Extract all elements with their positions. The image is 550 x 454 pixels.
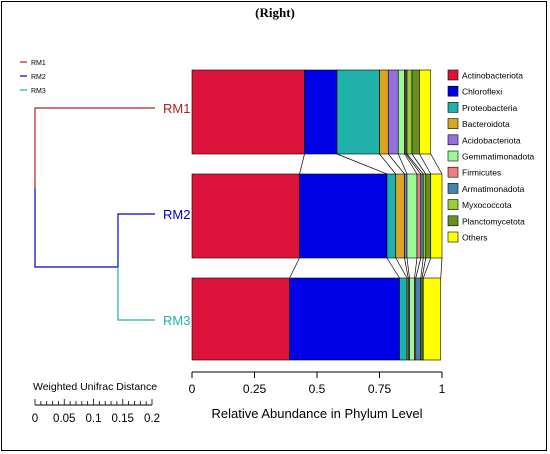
legend-label-proteobacteria: Proteobacteria [462,103,518,113]
bar-segment-rm1-acidobacteriota [387,69,399,155]
distance-scale-tick-label: 0.1 [86,413,102,425]
legend-label-acidobacteriota: Acidobacteriota [462,135,521,145]
segment-connector [404,257,409,279]
dendrogram-branch-rm3 [117,267,155,321]
distance-scale-tick-label: 0 [32,413,38,425]
dendrogram-branch-rm1 [34,107,155,188]
distance-scale-tick-label: 0.15 [112,413,134,425]
legend-label-bacteroidota: Bacteroidota [462,119,510,129]
legend-label-firmicutes: Firmicutes [462,168,501,178]
legend-swatch-actinobacteriota [447,69,459,81]
segment-connector [395,257,408,279]
bar-segment-rm2-bacteroidota [395,173,405,259]
segment-connector [422,257,432,279]
legend-swatch-others [447,231,459,243]
dendrogram-leaf-label-rm2: RM2 [163,207,190,222]
segment-connector [419,153,432,175]
segment-connector [386,257,400,279]
key-label-rm1: RM1 [31,60,46,67]
bar-segment-rm2-others [430,173,443,259]
bar-segment-rm1-actinobacteriota [191,69,305,155]
bar-segment-rm1-myxococcota [406,69,413,155]
segment-connector [379,153,397,175]
segment-connector [420,257,424,279]
legend-swatch-gemmatimonadota [447,150,459,162]
legend-swatch-bacteroidota [447,118,459,129]
bar-segment-rm3-gemmatimonadota [409,277,415,361]
bar-segment-rm2-gemmatimonadota [406,173,418,259]
segment-connector [406,257,410,279]
legend-label-chloroflexi: Chloroflexi [462,87,502,97]
legend-label-myxococcota: Myxococcota [462,200,512,210]
distance-scale-label: Weighted Unifrac Distance [33,381,157,393]
bar-segment-rm2-acidobacteriota [404,173,408,259]
segment-connector [421,257,427,279]
x-tick-label: 0 [189,382,196,396]
legend-swatch-armatimonadota [447,183,459,194]
bar-segment-rm2-chloroflexi [299,173,388,259]
legend-label-planctomycetota: Planctomycetota [462,216,525,226]
segment-connector [414,257,418,279]
bar-segment-rm3-armatimonadota [415,277,422,361]
segment-connector [430,153,443,175]
bar-segment-rm2-myxococcota [422,173,427,259]
bar-segment-rm1-chloroflexi [304,69,338,155]
legend-label-actinobacteriota: Actinobacteriota [462,71,523,81]
bar-segment-rm2-actinobacteriota [191,173,300,259]
bar-segment-rm1-planctomycetota [411,69,420,155]
segment-connector [404,153,418,175]
bar-segment-rm2-firmicutes [416,173,422,259]
key-label-rm2: RM2 [31,74,46,81]
x-tick-label: 0.75 [368,382,392,396]
bar-segment-rm1-bacteroidota [379,69,389,155]
bar-segment-rm3-others [422,277,442,361]
segment-connector [440,257,443,279]
segment-connector [289,257,300,279]
bar-segment-rm1-gemmatimonadota [397,69,405,155]
bar-segment-rm2-proteobacteria [386,173,397,259]
distance-scale-tick-label: 0.05 [53,413,75,425]
legend-label-gemmatimonadota: Gemmatimonadota [462,152,535,162]
bar-segment-rm2-armatimonadota [420,173,424,259]
legend-label-armatimonadota: Armatimonadota [462,184,525,194]
legend-swatch-myxococcota [447,199,459,210]
legend-swatch-acidobacteriota [447,134,459,146]
legend-swatch-planctomycetota [447,215,459,227]
legend-label-others: Others [462,233,488,243]
bar-segment-rm2-planctomycetota [425,173,432,259]
bar-segment-rm3-actinobacteriota [191,277,290,361]
legend-swatch-chloroflexi [447,85,459,97]
bar-segment-rm3-chloroflexi [289,277,400,361]
segment-connector [397,153,408,175]
key-label-rm3: RM3 [31,88,46,95]
segment-connector [415,257,422,279]
segment-connector [411,153,427,175]
segment-connector [299,153,305,175]
legend-swatch-firmicutes [447,166,459,178]
dendrogram-leaf-label-rm1: RM1 [163,101,190,116]
legend-swatch-proteobacteria [447,102,459,113]
segment-connector [405,153,422,175]
bar-segment-rm1-proteobacteria [336,69,380,155]
x-tick-label: 0.5 [309,382,326,396]
distance-scale-tick-label: 0.2 [144,413,160,425]
x-tick-label: 1 [439,382,446,396]
bar-segment-rm1-others [419,69,432,155]
figure-title: (Right) [255,5,295,20]
dendrogram-leaf-label-rm3: RM3 [163,313,190,328]
segment-connector [387,153,405,175]
segment-connector [336,153,388,175]
dendrogram-branch-rm2 [34,187,155,268]
x-tick-label: 0.25 [243,382,267,396]
x-axis-label: Relative Abundance in Phylum Level [211,406,422,421]
bar-segment-rm3-proteobacteria [399,277,408,361]
segment-connector [406,153,424,175]
